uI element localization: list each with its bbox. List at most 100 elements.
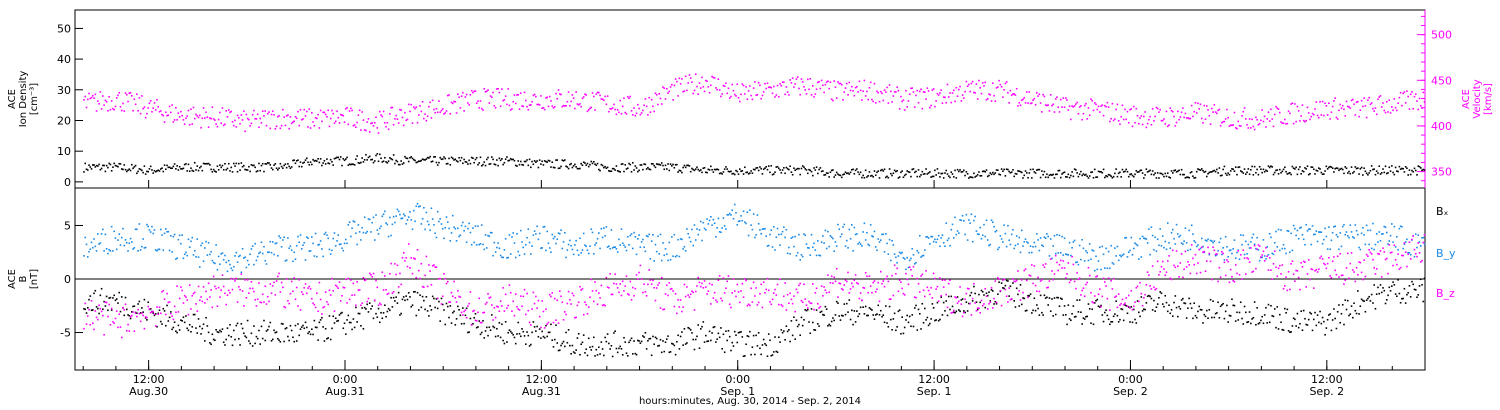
velocity-point xyxy=(878,100,881,103)
bx-point xyxy=(1208,308,1211,311)
bx-point xyxy=(903,326,906,329)
by-point xyxy=(1086,251,1088,254)
by-point xyxy=(730,214,732,216)
density-point xyxy=(284,163,287,166)
bx-point xyxy=(829,324,832,327)
bx-point xyxy=(637,339,639,342)
bx-point xyxy=(961,298,964,300)
velocity-point xyxy=(766,82,769,85)
bz-point xyxy=(239,288,241,291)
bx-point xyxy=(818,325,820,327)
bx-point xyxy=(900,332,902,335)
by-point xyxy=(997,248,999,251)
bx-point xyxy=(1423,277,1426,280)
by-point xyxy=(289,245,292,247)
bx-point xyxy=(1184,302,1187,305)
bx-point xyxy=(872,314,875,316)
density-point xyxy=(552,166,555,169)
density-point xyxy=(362,161,365,163)
by-point xyxy=(482,243,484,246)
bx-point xyxy=(518,332,521,335)
density-point xyxy=(1338,169,1340,172)
density-point xyxy=(1253,165,1256,168)
by-point xyxy=(761,228,764,230)
density-point xyxy=(187,163,190,166)
velocity-point xyxy=(494,106,497,109)
bx-point xyxy=(950,295,953,298)
density-point xyxy=(781,169,784,171)
bz-point xyxy=(258,282,260,284)
bx-point xyxy=(1019,284,1022,286)
density-point xyxy=(1105,175,1107,177)
by-point xyxy=(1267,253,1270,256)
density-point xyxy=(585,164,588,167)
bx-point xyxy=(548,331,551,334)
bx-point xyxy=(699,328,702,330)
density-point xyxy=(881,168,883,171)
velocity-point xyxy=(1255,116,1257,119)
by-point xyxy=(317,244,319,246)
density-point xyxy=(416,161,419,163)
by-point xyxy=(307,237,309,240)
density-point xyxy=(1208,171,1211,174)
velocity-point xyxy=(94,93,97,96)
bx-point xyxy=(538,328,541,330)
velocity-point xyxy=(613,103,615,106)
by-point xyxy=(1238,258,1241,260)
by-point xyxy=(1304,243,1306,246)
velocity-point xyxy=(1102,114,1105,117)
by-point xyxy=(274,242,277,245)
density-point xyxy=(152,172,155,174)
velocity-point xyxy=(149,99,152,102)
velocity-point xyxy=(998,79,1000,82)
bx-point xyxy=(921,302,924,305)
density-point xyxy=(141,169,143,172)
density-point xyxy=(727,170,730,173)
density-point xyxy=(615,165,618,167)
density-point xyxy=(592,160,595,163)
bx-point xyxy=(735,334,737,337)
bx-point xyxy=(1307,318,1310,321)
bx-point xyxy=(530,343,532,346)
density-point xyxy=(1255,171,1257,174)
bz-point xyxy=(631,286,634,289)
by-point xyxy=(645,235,648,237)
bx-point xyxy=(634,352,637,355)
by-point xyxy=(698,229,701,231)
velocity-point xyxy=(451,102,454,105)
velocity-point xyxy=(912,91,915,93)
bz-point xyxy=(225,303,228,306)
density-point xyxy=(309,161,312,163)
bx-point xyxy=(294,324,297,327)
by-point xyxy=(708,219,711,222)
by-point xyxy=(913,263,916,265)
by-point xyxy=(469,231,472,234)
bz-point xyxy=(450,291,453,294)
density-point xyxy=(822,170,824,172)
velocity-point xyxy=(95,110,98,112)
bx-point xyxy=(83,308,85,310)
by-point xyxy=(134,228,137,231)
by-point xyxy=(1163,246,1165,249)
bx-point xyxy=(772,351,775,353)
velocity-point xyxy=(856,85,858,88)
velocity-point xyxy=(1100,105,1102,107)
bz-point xyxy=(143,327,146,330)
density-point xyxy=(566,166,569,168)
by-point xyxy=(707,223,710,225)
density-point xyxy=(1046,173,1048,176)
bz-point xyxy=(122,306,124,309)
density-point xyxy=(1351,172,1354,174)
by-point xyxy=(968,219,970,221)
bz-point xyxy=(307,287,309,289)
density-point xyxy=(328,162,331,165)
density-point xyxy=(1242,172,1245,174)
by-point xyxy=(754,236,756,239)
bx-point xyxy=(1130,306,1133,308)
bx-point xyxy=(263,319,265,322)
density-point xyxy=(876,171,878,174)
by-point xyxy=(492,254,494,257)
bx-point xyxy=(997,293,999,295)
bz-point xyxy=(217,286,220,289)
